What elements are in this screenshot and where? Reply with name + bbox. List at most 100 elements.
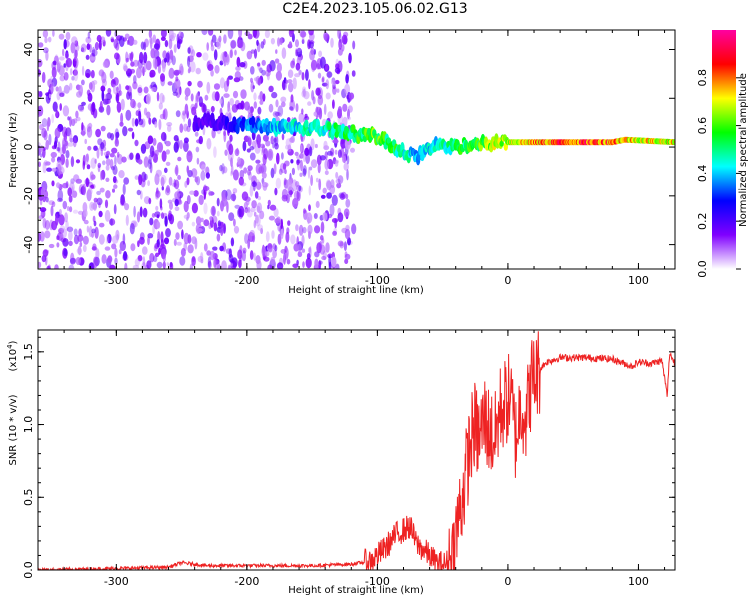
spectrogram-noise-blob [298,69,302,75]
spectrogram-noise-blob [298,112,305,123]
spectrogram-noise-blob [65,57,72,68]
spectrogram-noise-blob [239,169,245,179]
spectrogram-noise-blob [132,81,138,90]
colorbar-ticks: 0.0 0.2 0.4 0.6 0.8 [696,69,741,278]
spectrogram-noise-blob [305,69,309,81]
spectrogram-noise-blob [316,242,322,254]
spectrogram-noise-blob [98,234,105,245]
spectrogram-noise-blob [268,215,275,221]
spectrogram-noise-blob [71,186,74,198]
spectrogram-noise-blob [65,31,71,41]
spectrogram-noise-blob [46,265,51,269]
spectrogram-noise-blob [161,150,167,162]
spectrogram-noise-blob [114,155,117,167]
spectrogram-noise-blob [39,153,43,158]
spectrogram-noise-blob [226,107,232,119]
spectrogram-noise-blob [219,60,224,66]
spectrogram-noise-blob [69,82,73,91]
spectrogram-noise-blob [179,139,183,150]
spectrogram-noise-blob [272,142,275,149]
spectrogram-noise-blob [322,212,328,221]
spectrogram-noise-blob [203,202,208,215]
spectrogram-noise-blob [113,204,117,215]
spectrogram-y-tick-label: 0 [22,144,35,151]
spectrogram-noise-blob [229,98,234,106]
spectrogram-noise-blob [314,258,319,269]
spectrogram-noise-blob [319,56,326,69]
spectrogram-noise-blob [284,169,287,175]
spectrogram-noise-blob [307,224,313,235]
spectrogram-noise-blob [223,223,227,234]
snr-ticks: -300 -200 -100 0 100 0.0 0.5 1.0 1.5 [22,330,675,588]
spectrogram-noise-blob [175,69,182,75]
spectrogram-noise-blob [255,255,261,265]
spectrogram-noise-blob [229,49,233,59]
spectrogram-noise-blob [47,79,52,85]
spectrogram-noise-blob [302,226,307,234]
spectrogram-noise-blob [129,52,134,62]
spectrogram-noise-blob [156,142,164,153]
spectrogram-noise-blob [187,80,192,87]
spectrogram-noise-blob [237,156,241,165]
spectrogram-noise-blob [96,190,101,196]
spectrogram-noise-blob [112,188,115,193]
spectrogram-noise-blob [304,147,310,157]
spectrogram-noise-blob [92,256,98,269]
spectrogram-noise-blob [102,60,109,68]
spectrogram-noise-blob [334,160,339,167]
spectrogram-noise-blob [94,226,99,239]
spectrogram-noise-blob [218,35,222,43]
spectrogram-noise-blob [257,141,261,149]
spectrogram-noise-blob [126,91,131,100]
spectrogram-noise-blob [211,215,218,225]
spectrogram-noise-blob [237,249,243,260]
spectrogram-noise-blob [289,106,294,111]
spectrogram-noise-blob [41,71,46,84]
spectrogram-noise-blob [344,83,351,95]
spectrogram-noise-blob [145,60,152,71]
spectrogram-noise-blob [326,192,332,199]
spectrogram-noise-blob [114,247,118,258]
spectrogram-noise-blob [300,159,303,172]
spectrogram-noise-blob [253,101,257,109]
spectrogram-noise-blob [97,162,102,169]
spectrogram-noise-blob [109,153,115,158]
spectrogram-noise-blob [197,80,203,88]
spectrogram-noise-blob [168,67,175,79]
spectrogram-noise-blob [227,75,233,80]
spectrogram-noise-blob [154,121,158,128]
spectrogram-noise-blob [149,252,155,263]
spectrogram-noise-blob [156,221,161,229]
spectrogram-noise-blob [220,227,224,237]
spectrogram-noise-blob [147,233,154,239]
spectrogram-noise-blob [230,237,235,247]
spectrogram-noise-blob [322,187,327,194]
spectrogram-noise-blob [270,37,275,45]
spectrogram-noise-blob [68,230,73,241]
spectrogram-noise-blob [242,140,247,152]
spectrogram-noise-blob [138,174,143,186]
spectrogram-noise-blob [315,200,320,209]
spectrogram-noise-blob [55,109,59,118]
spectrogram-noise-blob [148,154,152,165]
spectrogram-noise-blob [51,167,57,172]
spectrogram-noise-blob [101,70,105,78]
spectrogram-noise-blob [183,214,189,219]
spectrogram-noise-blob [116,86,119,93]
spectrogram-noise-blob [118,170,125,179]
spectrogram-noise-blob [228,143,234,156]
spectrogram-noise-blob [216,210,220,217]
spectrogram-noise-blob [148,30,153,39]
spectrogram-noise-blob [193,190,199,197]
spectrogram-noise-blob [207,256,211,268]
spectrogram-noise-blob [203,189,206,200]
spectrogram-noise-blob [255,163,262,175]
spectrogram-noise-blob [320,221,325,234]
spectrogram-noise-blob [249,229,255,237]
spectrogram-noise-blob [160,174,167,185]
spectrogram-noise-blob [177,220,184,230]
spectrogram-y-tick-label: 40 [22,43,35,57]
spectrogram-noise-blob [104,210,111,222]
spectrogram-noise-blob [111,166,115,171]
spectrogram-noise-blob [296,243,302,252]
